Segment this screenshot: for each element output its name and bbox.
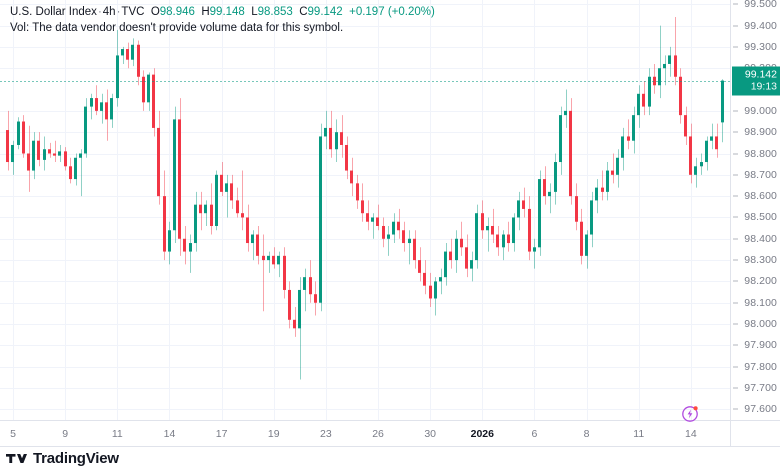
time-tick-label: 5	[10, 428, 16, 440]
price-tick-label: 98.400	[744, 232, 777, 245]
price-tick-dash	[733, 238, 738, 240]
time-tick-label: 9	[62, 428, 69, 440]
price-tick-label: 97.700	[744, 382, 777, 395]
price-tick-dash	[733, 174, 738, 176]
chart-plot-area[interactable]	[0, 0, 730, 420]
time-tick-label: 26	[372, 428, 384, 440]
price-tick-label: 99.500	[744, 0, 777, 11]
time-scale-axis[interactable]: 5 9 11 14 17 19 23 26 30 2026 6 8 11 14	[0, 420, 730, 447]
time-tick-label: 6	[531, 428, 538, 440]
time-tick-label: 8	[583, 428, 590, 440]
chart-footer: TradingView	[0, 446, 780, 471]
price-tick-label: 98.700	[744, 168, 777, 181]
lightning-bolt-icon[interactable]	[681, 404, 700, 423]
price-tick-dash	[733, 153, 738, 154]
time-tick-label: 11	[633, 428, 645, 440]
candlestick-canvas[interactable]	[0, 0, 730, 420]
price-tick-dash	[733, 195, 738, 197]
price-tick-dash	[733, 216, 738, 218]
price-tick-dash	[733, 387, 738, 389]
time-tick-label: 14	[685, 428, 697, 440]
price-tick-label: 98.300	[744, 254, 777, 267]
price-tick-label: 99.000	[744, 104, 777, 117]
time-tick-label: 2026	[470, 428, 494, 440]
price-tick-dash	[733, 280, 738, 282]
time-tick-label: 17	[215, 428, 228, 440]
time-tick-label: 30	[424, 428, 437, 440]
tradingview-logo[interactable]: TradingView	[6, 451, 119, 467]
time-tick-label: 11	[111, 428, 123, 440]
price-tick-dash	[733, 131, 738, 133]
price-tick-dash	[733, 323, 738, 325]
price-tick-label: 98.100	[744, 296, 777, 309]
price-tick-label: 98.900	[744, 126, 777, 139]
current-price-value: 99.142	[744, 68, 777, 81]
price-tick-dash	[733, 408, 738, 410]
price-tick-label: 98.000	[744, 318, 777, 331]
tradingview-logo-icon	[6, 454, 27, 463]
price-tick-label: 97.600	[744, 403, 777, 416]
price-tick-dash	[733, 344, 738, 346]
price-tick-dash	[733, 46, 738, 48]
current-price-time: 19:13	[750, 80, 777, 93]
price-tick-label: 97.900	[744, 339, 777, 352]
price-tick-label: 98.200	[744, 275, 777, 288]
price-tick-label: 99.300	[744, 40, 777, 53]
price-tick-label: 98.800	[744, 147, 777, 160]
price-tick-dash	[733, 25, 738, 27]
price-tick-dash	[733, 302, 738, 304]
time-tick-label: 19	[267, 428, 280, 440]
price-tick-dash	[733, 3, 738, 5]
price-tick-dash	[733, 366, 738, 368]
price-tick-label: 99.400	[744, 19, 777, 32]
price-tick-dash	[733, 110, 738, 112]
current-price-badge[interactable]: 99.142 19:13	[732, 66, 780, 96]
time-tick-label: 14	[163, 428, 176, 440]
price-tick-dash	[733, 259, 738, 261]
price-tick-label: 98.600	[744, 190, 777, 203]
price-tick-label: 97.800	[744, 360, 777, 373]
scale-corner	[730, 420, 780, 446]
price-tick-label: 98.500	[744, 211, 777, 224]
time-tick-label: 23	[320, 428, 332, 440]
tradingview-wordmark: TradingView	[33, 450, 119, 467]
price-scale-axis[interactable]: 99.142 19:13 99.50099.40099.30099.20099.…	[730, 0, 780, 420]
